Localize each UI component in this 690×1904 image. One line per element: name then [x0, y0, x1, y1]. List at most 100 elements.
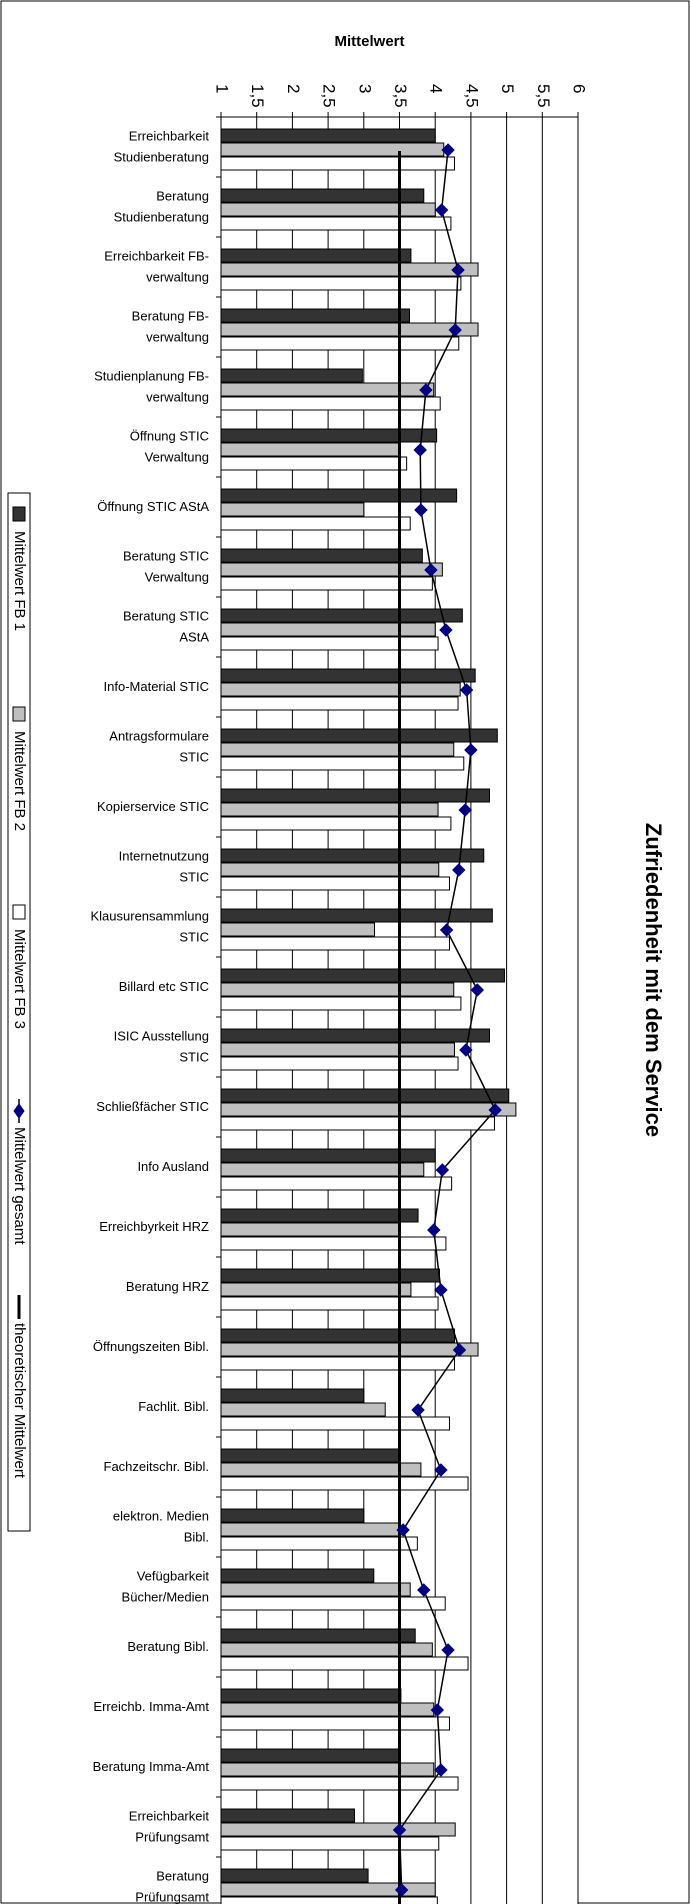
tick-label: 3 [355, 84, 374, 93]
bar-fb3 [220, 936, 450, 951]
bar-fb2 [220, 1282, 412, 1297]
bar-fb1 [220, 608, 463, 623]
bar-fb1 [220, 128, 436, 143]
category-label: Billard etc STIC [119, 979, 209, 994]
bar-fb2 [220, 622, 436, 637]
value-axis-title: Mittelwert [334, 33, 404, 50]
legend-marker [13, 1103, 25, 1119]
bar-fb1 [220, 788, 490, 803]
bar-fb2 [220, 1042, 455, 1057]
bar-fb3 [220, 1476, 469, 1491]
total-point [394, 1883, 409, 1897]
bar-fb2 [220, 322, 479, 337]
bar-fb2 [220, 1402, 386, 1417]
bar-fb3 [220, 1236, 447, 1251]
bar-fb1 [220, 308, 410, 323]
bar-fb3 [220, 516, 411, 531]
bar-fb3 [220, 1176, 453, 1191]
category-label: Beratung Prüfungsamt [135, 1869, 209, 1904]
bar-fb2 [220, 1102, 517, 1117]
bar-fb1 [220, 848, 485, 863]
bar-fb2 [220, 1702, 435, 1717]
category-label: Öffnung STIC AStA [97, 499, 209, 514]
bar-fb2 [220, 1522, 400, 1537]
category-label: Fachzeitschr. Bibl. [104, 1459, 210, 1474]
bar-fb3 [220, 1056, 459, 1071]
category-label: Beratung Studienberatung [114, 189, 209, 225]
category-label: Antragsformulare STIC [109, 729, 209, 765]
bar-fb2 [220, 1822, 456, 1837]
legend-item: Mittelwert FB 1 [11, 506, 28, 631]
category-label: Erreichbarkeit FB-verwaltung [104, 249, 209, 285]
legend-item: Mittelwert gesamt [11, 1099, 28, 1245]
legend-label: Mittelwert gesamt [11, 1127, 28, 1245]
bar-fb2 [220, 1222, 400, 1237]
bar-fb1 [220, 1268, 440, 1283]
bar-fb3 [220, 696, 459, 711]
bar-fb2 [220, 862, 440, 877]
bar-fb2 [220, 1762, 435, 1777]
bar-fb3 [220, 1296, 439, 1311]
category-label: Beratung FB-verwaltung [132, 309, 209, 345]
tick-label: 2 [284, 84, 303, 93]
category-label: Schließfächer STIC [96, 1099, 209, 1114]
bar-fb2 [220, 442, 400, 457]
bar-fb3 [220, 156, 455, 171]
bar-fb3 [220, 756, 465, 771]
bar-fb2 [220, 202, 436, 217]
tick-label: 5 [498, 84, 517, 93]
tick-label: 1 [213, 84, 232, 93]
category-label: Fachlit. Bibl. [138, 1399, 209, 1414]
bar-fb1 [220, 1388, 365, 1403]
chart-title: Zufriedenheit mit dem Service [641, 823, 666, 1137]
category-label: Öffnungszeiten Bibl. [93, 1339, 209, 1354]
bar-fb1 [220, 1748, 401, 1763]
bar-fb3 [220, 1116, 495, 1131]
total-point [414, 503, 428, 517]
total-point [451, 263, 465, 277]
category-label: Kopierservice STIC [97, 799, 209, 814]
bar-fb1 [220, 368, 363, 383]
bar-fb3 [220, 336, 460, 351]
total-point [452, 863, 466, 877]
bar-fb2 [220, 1342, 479, 1357]
tick-label: 4,5 [462, 84, 481, 108]
category-label: elektron. Medien Bibl. [113, 1509, 209, 1545]
category-label: Studienplanung FB-verwaltung [94, 369, 209, 405]
bar-fb3 [220, 1836, 440, 1851]
legend-label: theoretischer Mittelwert [11, 1323, 28, 1479]
bar-fb3 [220, 1356, 455, 1371]
bar-fb2 [220, 922, 376, 937]
total-point [448, 323, 462, 337]
bar-fb3 [220, 276, 462, 291]
category-label: Beratung STIC AStA [123, 609, 209, 645]
bar-fb3 [220, 1776, 459, 1791]
total-point [452, 1343, 467, 1357]
category-label: Beratung STIC Verwaltung [123, 549, 209, 585]
total-point [459, 683, 474, 697]
total-line [398, 149, 497, 1891]
total-point [470, 983, 485, 997]
category-label: Beratung Imma-Amt [93, 1759, 210, 1774]
bar-fb1 [220, 728, 498, 743]
bar-fb2 [220, 1582, 411, 1597]
total-point [413, 443, 427, 457]
total-point [434, 1763, 448, 1777]
tick-label: 6 [570, 84, 589, 93]
bar-fb1 [220, 1808, 356, 1823]
bar-fb2 [220, 262, 479, 277]
bar-fb1 [220, 1688, 402, 1703]
total-point [439, 923, 454, 937]
bar-fb3 [220, 996, 462, 1011]
bar-fb2 [220, 982, 455, 997]
bar-fb2 [220, 502, 365, 517]
total-line-layer [392, 143, 502, 1897]
bar-fb2 [220, 742, 455, 757]
category-labels: Erreichbarkeit Studienberatung Beratung Stu… [90, 129, 209, 1904]
total-point [434, 1463, 448, 1477]
legend-item: Mittelwert FB 2 [11, 706, 28, 831]
legend-item: theoretischer Mittelwert [11, 1295, 28, 1479]
value-axis: 1 1,5 2 2,5 3 3,5 4 4,5 5 5,5 6 [213, 84, 589, 1904]
bar-fb2 [220, 802, 439, 817]
